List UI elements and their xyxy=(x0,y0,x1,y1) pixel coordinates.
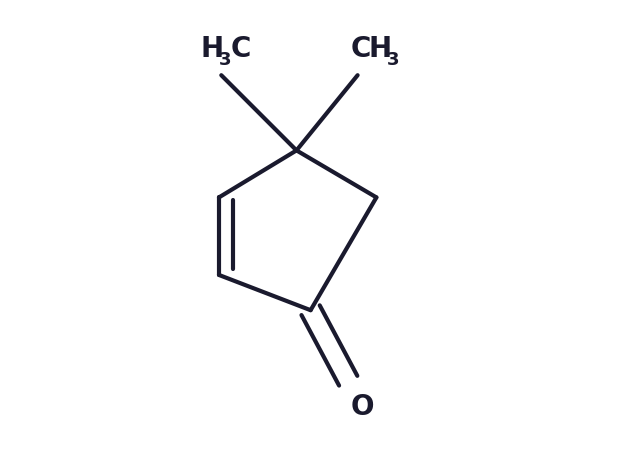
Text: C: C xyxy=(351,35,371,63)
Text: H: H xyxy=(200,35,223,63)
Text: 3: 3 xyxy=(387,51,400,69)
Text: C: C xyxy=(230,35,251,63)
Text: O: O xyxy=(351,392,374,421)
Text: H: H xyxy=(369,35,392,63)
Text: 3: 3 xyxy=(219,51,232,69)
